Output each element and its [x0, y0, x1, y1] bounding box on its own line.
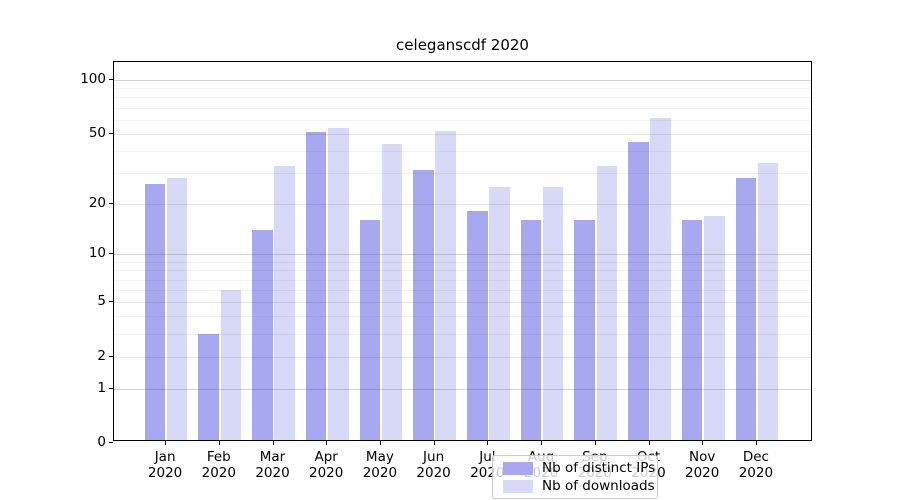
y-tick-label-100: 100	[80, 71, 106, 87]
gridline-y-60	[114, 119, 811, 121]
plot-inner	[114, 62, 811, 440]
y-tick-5	[109, 301, 113, 303]
bar-aug-downloads	[542, 186, 564, 440]
gridline-y-90	[114, 88, 811, 90]
gridline-y-80	[114, 97, 811, 99]
y-tick-label-50: 50	[88, 124, 106, 141]
x-tick-jul	[487, 441, 489, 445]
x-tick-oct	[648, 441, 650, 445]
x-tick-year: 2020	[738, 465, 774, 481]
x-tick-year: 2020	[362, 465, 398, 481]
bar-jan-distinct-ips	[144, 183, 166, 440]
x-tick-month: Feb	[206, 449, 231, 465]
bar-jan-downloads	[166, 178, 188, 440]
x-tick-month: May	[365, 449, 394, 465]
y-tick-50	[109, 132, 113, 134]
bar-sep-downloads	[596, 165, 618, 440]
x-tick-mar	[272, 441, 274, 445]
gridline-y-20	[114, 203, 811, 205]
x-tick-aug	[541, 441, 543, 445]
bar-apr-downloads	[328, 127, 349, 440]
x-tick-apr	[326, 441, 328, 445]
bar-may-distinct-ips	[359, 220, 381, 440]
gridline-y-30	[114, 172, 811, 174]
y-tick-label-2: 2	[97, 347, 106, 364]
x-tick-year: 2020	[416, 465, 451, 481]
bar-aug-distinct-ips	[520, 220, 542, 440]
y-tick-20	[109, 202, 113, 204]
x-tick-label-feb: Feb 2020	[191, 449, 247, 481]
bar-mar-downloads	[274, 165, 295, 440]
gridline-y-50	[114, 133, 811, 135]
y-tick-2	[109, 355, 113, 357]
bar-feb-downloads	[220, 290, 242, 440]
y-tick-1	[109, 387, 113, 389]
legend-swatch-distinct-ips	[503, 461, 533, 475]
x-tick-month: Apr	[314, 449, 338, 465]
x-tick-month: Nov	[689, 449, 716, 465]
x-tick-label-jun: Jun 2020	[406, 449, 462, 481]
x-tick-year: 2020	[201, 465, 236, 481]
bar-sep-distinct-ips	[574, 220, 595, 440]
y-tick-0	[109, 442, 113, 443]
gridline-y-40	[114, 150, 811, 152]
x-tick-month: Jul	[479, 449, 496, 465]
bar-may-downloads	[381, 143, 403, 440]
chart-title: celeganscdf 2020	[396, 36, 529, 54]
bar-apr-distinct-ips	[305, 132, 327, 440]
gridline-y-70	[114, 107, 811, 109]
y-tick-label-5: 5	[97, 293, 106, 310]
x-tick-label-jan: Jan 2020	[137, 449, 193, 481]
bar-jun-distinct-ips	[413, 170, 434, 440]
legend-row-distinct-ips: Nb of distinct IPs	[503, 460, 655, 476]
bar-mar-distinct-ips	[252, 230, 273, 440]
bar-oct-downloads	[650, 118, 671, 440]
legend-label-distinct-ips: Nb of distinct IPs	[542, 459, 656, 476]
x-tick-label-mar: Mar 2020	[245, 449, 301, 481]
legend: Nb of distinct IPs Nb of downloads	[492, 455, 658, 499]
bar-jul-downloads	[489, 186, 510, 440]
y-tick-label-20: 20	[88, 194, 106, 211]
x-tick-year: 2020	[147, 465, 183, 481]
y-tick-label-1: 1	[97, 379, 106, 396]
plot-area: Nb of distinct IPs Nb of downloads	[113, 61, 812, 499]
legend-label-downloads: Nb of downloads	[542, 477, 655, 494]
x-tick-jan	[165, 441, 167, 445]
x-tick-month: Mar	[259, 449, 286, 465]
bar-nov-downloads	[704, 215, 725, 440]
y-tick-label-10: 10	[88, 245, 106, 262]
x-tick-label-may: May 2020	[352, 449, 408, 481]
x-tick-sep	[594, 441, 596, 445]
y-tick-label-0: 0	[97, 434, 106, 450]
legend-swatch-downloads	[503, 479, 533, 493]
x-tick-label-dec: Dec 2020	[728, 449, 784, 481]
x-tick-month: Jan	[154, 449, 176, 465]
x-tick-may	[379, 441, 381, 445]
x-tick-jun	[433, 441, 435, 445]
legend-row-downloads: Nb of downloads	[503, 478, 655, 494]
x-tick-label-apr: Apr 2020	[298, 449, 354, 481]
bar-oct-distinct-ips	[628, 141, 649, 440]
bar-jul-distinct-ips	[467, 211, 488, 440]
x-tick-year: 2020	[255, 465, 290, 481]
x-tick-year: 2020	[685, 465, 720, 481]
x-tick-year: 2020	[309, 465, 344, 481]
x-tick-feb	[218, 441, 220, 445]
bar-jun-downloads	[435, 130, 456, 440]
bar-feb-distinct-ips	[198, 334, 219, 440]
x-tick-nov	[702, 441, 704, 445]
y-tick-10	[109, 253, 113, 255]
bar-dec-distinct-ips	[735, 178, 757, 440]
bar-nov-distinct-ips	[681, 220, 703, 440]
x-tick-month: Jun	[423, 449, 445, 465]
x-tick-dec	[755, 441, 757, 445]
gridline-y-100	[114, 80, 811, 81]
bar-dec-downloads	[757, 163, 779, 440]
y-tick-100	[109, 79, 113, 80]
x-tick-month: Dec	[742, 449, 769, 465]
x-tick-label-nov: Nov 2020	[674, 449, 730, 481]
